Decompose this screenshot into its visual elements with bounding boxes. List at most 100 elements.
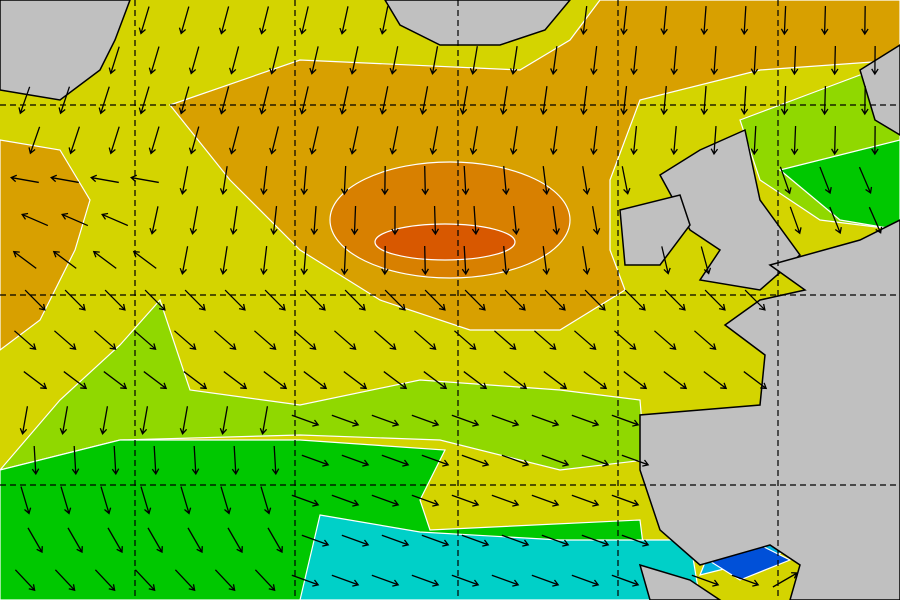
wave-arrow xyxy=(340,245,349,276)
wave-arrow xyxy=(534,330,557,350)
wave-arrow xyxy=(151,445,160,476)
wave-arrow xyxy=(421,245,429,276)
wave-arrow xyxy=(620,86,628,116)
wave-arrow xyxy=(391,205,399,236)
wave-arrow xyxy=(459,86,468,115)
wave-arrow xyxy=(28,126,41,155)
wave-arrow xyxy=(383,371,408,390)
wave-arrow xyxy=(331,494,360,507)
wave-arrow xyxy=(590,126,598,156)
band-dark-orange xyxy=(329,161,571,279)
wave-arrow xyxy=(90,174,119,184)
wave-arrow xyxy=(259,86,270,115)
wave-arrow xyxy=(31,445,40,476)
wave-arrow xyxy=(291,414,320,427)
wave-arrow xyxy=(138,86,150,115)
wave-arrow xyxy=(174,330,197,350)
wave-arrow xyxy=(491,414,520,427)
wave-arrow xyxy=(431,205,440,236)
wave-arrow xyxy=(224,289,246,311)
wave-arrow xyxy=(499,86,508,116)
wave-arrow xyxy=(829,206,842,235)
wave-arrow xyxy=(389,46,399,75)
wave-arrow xyxy=(99,406,109,435)
wave-arrow xyxy=(331,414,360,427)
wave-arrow xyxy=(740,85,749,116)
wave-arrow xyxy=(148,126,160,155)
wave-arrow xyxy=(68,126,81,155)
wave-arrow xyxy=(620,6,628,36)
wave-arrow xyxy=(384,289,406,311)
wave-arrow xyxy=(542,166,550,196)
wave-arrow xyxy=(820,5,829,36)
wave-arrow xyxy=(611,414,640,427)
wave-arrow xyxy=(421,534,450,547)
wave-arrow xyxy=(103,371,128,390)
wave-arrow xyxy=(541,534,570,547)
wave-arrow xyxy=(27,527,43,554)
wave-arrow xyxy=(52,250,77,269)
wave-arrow xyxy=(294,330,317,350)
wave-arrow xyxy=(661,246,671,275)
wave-arrow xyxy=(790,45,799,76)
wave-arrow xyxy=(188,46,200,75)
wave-arrow xyxy=(301,454,330,467)
wave-arrow xyxy=(544,289,566,311)
wave-arrow xyxy=(269,46,279,75)
wave-arrow xyxy=(263,371,288,390)
wave-arrow xyxy=(509,126,518,156)
wave-arrow xyxy=(582,166,591,196)
wave-arrow xyxy=(630,126,638,156)
wave-arrow xyxy=(424,289,446,311)
wave-arrow xyxy=(267,527,283,554)
wave-arrow xyxy=(461,245,470,276)
wave-arrow xyxy=(334,330,357,350)
wave-arrow xyxy=(179,406,189,435)
wave-arrow xyxy=(461,165,470,196)
wave-arrow xyxy=(461,534,490,547)
wave-arrow xyxy=(740,5,749,36)
wave-arrow xyxy=(871,125,879,156)
wave-arrow xyxy=(419,86,429,115)
wave-arrow xyxy=(584,289,606,311)
wave-arrow xyxy=(831,45,839,76)
wave-arrow xyxy=(374,330,397,350)
wave-arrow xyxy=(344,289,366,311)
wave-arrow xyxy=(231,445,240,476)
wave-arrow xyxy=(411,574,440,587)
wave-arrow xyxy=(111,445,120,476)
wave-arrows xyxy=(10,5,883,592)
wave-arrow xyxy=(512,206,520,236)
wave-arrow xyxy=(623,371,648,390)
wave-arrow xyxy=(343,371,368,390)
wave-arrow xyxy=(710,125,719,156)
wave-arrow xyxy=(451,574,480,587)
wave-arrow xyxy=(451,494,480,507)
wave-arrow xyxy=(700,85,709,116)
wave-arrow xyxy=(503,371,528,390)
wave-arrow xyxy=(254,569,276,592)
wave-arrow xyxy=(179,166,189,195)
wave-arrow xyxy=(670,125,678,156)
wave-arrow xyxy=(744,289,766,311)
wave-arrow xyxy=(461,454,490,467)
wave-arrow xyxy=(259,6,270,35)
wave-arrow xyxy=(101,212,129,227)
wave-arrow xyxy=(214,569,236,592)
wave-arrow xyxy=(180,486,192,515)
wave-arrow xyxy=(139,406,149,435)
wave-arrow xyxy=(583,371,608,390)
wave-arrow xyxy=(502,245,510,276)
wave-arrow xyxy=(780,85,789,116)
wave-arrow xyxy=(229,206,238,236)
wave-arrow xyxy=(20,486,32,515)
wave-arrow xyxy=(542,246,550,276)
wave-arrow xyxy=(54,330,77,350)
wave-arrow xyxy=(389,126,399,155)
wave-arrow xyxy=(509,46,518,76)
wave-arrow xyxy=(654,330,677,350)
wave-arrow xyxy=(501,534,530,547)
wave-arrow xyxy=(574,330,597,350)
wave-arrow xyxy=(660,85,668,116)
